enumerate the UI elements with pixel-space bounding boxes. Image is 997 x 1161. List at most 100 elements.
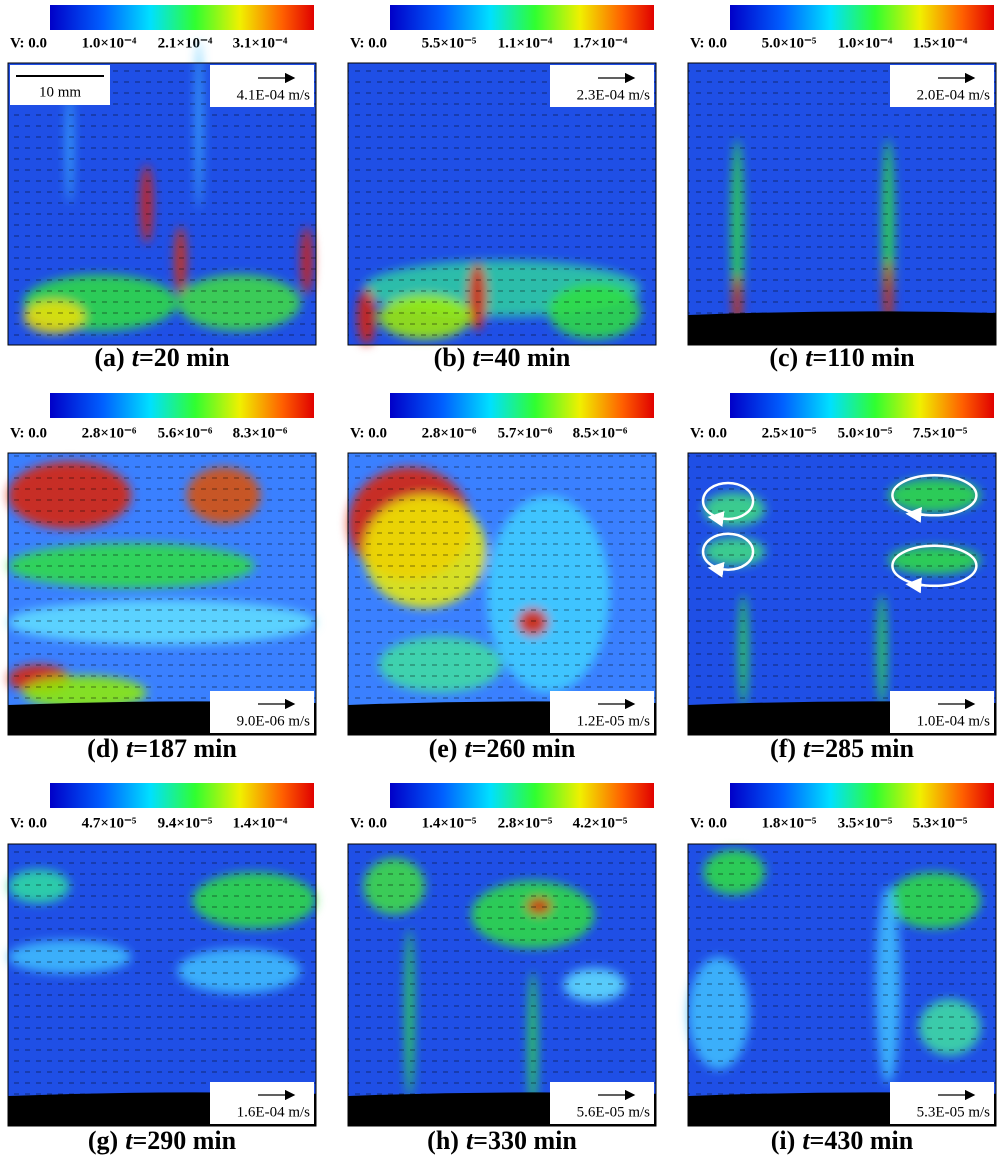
caption-time: =110 min [812,343,915,372]
scale-bar-label: 10 mm [39,84,81,100]
caption-label: (e) [429,734,458,763]
colorbar-tick-label: 1.8×10⁻⁵ [762,815,817,831]
vector-field [348,844,656,1126]
caption-label: (a) [94,343,124,372]
scale-label: 1.0E-04 m/s [917,713,990,729]
caption-variable: t [126,734,134,763]
panel-border [7,62,317,346]
colorbar-tick-label: 4.7×10⁻⁵ [82,815,137,831]
scale-box [210,691,314,733]
scale-label: 9.0E-06 m/s [237,713,310,729]
caption-variable: t [472,343,480,372]
caption: (c) t=110 min [769,343,915,372]
colorbar-tick-label: 1.7×10⁻⁴ [573,35,628,51]
vector-field [348,63,656,345]
scale-box [550,65,654,107]
colorbar-tick-label: V: 0.0 [690,425,727,441]
sediment [688,311,996,345]
vector-field [688,453,996,735]
caption-label: (g) [88,1126,118,1155]
panel: V: 0.0 2.8×10⁻⁶ 5.6×10⁻⁶ 8.3×10⁻⁶ 9.0E-06 m/… [7,393,317,763]
colorbar-tick-label: V: 0.0 [690,815,727,831]
colorbar-tick-label: 1.5×10⁻⁴ [913,35,968,51]
caption-variable: t [802,1126,810,1155]
colorbar-tick-label: 1.0×10⁻⁴ [82,35,137,51]
colorbar [50,783,314,808]
vector-field [8,63,316,345]
panel-border [687,62,997,346]
vector-field [688,844,996,1126]
scale-box [550,691,654,733]
scale-label: 1.2E-05 m/s [577,713,650,729]
colorbar-tick-label: 2.8×10⁻⁶ [422,425,477,441]
caption-time: =330 min [473,1126,577,1155]
caption-label: (c) [769,343,798,372]
vortex-arrow [707,561,725,578]
scale-label: 2.0E-04 m/s [917,87,990,103]
colorbar-tick-label: 5.7×10⁻⁶ [498,425,553,441]
colorbar-tick-label: 5.3×10⁻⁵ [913,815,968,831]
caption-label: (f) [770,734,796,763]
panel-border [7,843,317,1127]
scale-box [210,65,314,107]
colorbar-tick-label: 8.5×10⁻⁶ [573,425,628,441]
colorbar-tick-label: V: 0.0 [10,425,47,441]
colorbar-tick-label: V: 0.0 [10,815,47,831]
panel: V: 0.0 1.4×10⁻⁵ 2.8×10⁻⁵ 4.2×10⁻⁵ 5.6E-05 m/… [347,783,657,1155]
scale-box [210,1082,314,1124]
panel: V: 0.0 1.0×10⁻⁴ 2.1×10⁻⁴ 3.1×10⁻⁴ 4.1E-04 m/… [7,5,317,372]
colorbar-tick-label: 9.4×10⁻⁵ [158,815,213,831]
vortex-marker [701,532,755,571]
colorbar-tick-label: 4.2×10⁻⁵ [573,815,628,831]
caption-label: (i) [771,1126,796,1155]
vector-field [8,844,316,1126]
colorbar-tick-label: 3.5×10⁻⁵ [838,815,893,831]
vector-field [8,453,316,735]
colorbar-tick-label: 1.4×10⁻⁴ [233,815,288,831]
scale-label: 1.6E-04 m/s [237,1104,310,1120]
colorbar [390,5,654,30]
scale-label: 4.1E-04 m/s [237,87,310,103]
caption-time: =260 min [472,734,576,763]
scale-box [890,1082,994,1124]
colorbar-tick-label: 7.5×10⁻⁵ [913,425,968,441]
caption: (a) t=20 min [94,343,230,372]
panel: V: 0.0 2.5×10⁻⁵ 5.0×10⁻⁵ 7.5×10⁻⁵ 1.0E-04 m/… [687,393,997,763]
colorbar-tick-label: 2.8×10⁻⁶ [82,425,137,441]
scale-label: 2.3E-04 m/s [577,87,650,103]
colorbar-tick-label: 8.3×10⁻⁶ [233,425,288,441]
scale-box [550,1082,654,1124]
vector-field [348,453,656,735]
caption: (b) t=40 min [434,343,571,372]
vortex-marker [891,544,978,588]
colorbar-tick-label: V: 0.0 [350,35,387,51]
colorbar-tick-label: 5.0×10⁻⁵ [838,425,893,441]
vector-field [688,63,996,345]
panel-border [347,452,657,736]
colorbar-tick-label: 2.1×10⁻⁴ [158,35,213,51]
panel-border [347,843,657,1127]
colorbar-tick-label: V: 0.0 [350,815,387,831]
caption-variable: t [803,734,811,763]
caption-label: (b) [434,343,466,372]
scale-box [890,691,994,733]
caption-time: =285 min [810,734,914,763]
colorbar [730,393,994,418]
scale-bar-box [10,65,110,105]
caption-label: (h) [427,1126,459,1155]
colorbar [730,783,994,808]
caption: (i) t=430 min [771,1126,914,1155]
vortex-marker [701,481,755,521]
vortex-marker [891,474,978,517]
panel: V: 0.0 5.0×10⁻⁵ 1.0×10⁻⁴ 1.5×10⁻⁴ 2.0E-04 m/… [687,5,997,372]
panel: V: 0.0 2.8×10⁻⁶ 5.7×10⁻⁶ 8.5×10⁻⁶ 1.2E-05 m/… [347,393,657,763]
colorbar-tick-label: 5.0×10⁻⁵ [762,35,817,51]
caption-time: =40 min [480,343,571,372]
panel: V: 0.0 4.7×10⁻⁵ 9.4×10⁻⁵ 1.4×10⁻⁴ 1.6E-04 m/… [7,783,317,1155]
caption: (h) t=330 min [427,1126,577,1155]
colorbar-tick-label: 1.4×10⁻⁵ [422,815,477,831]
colorbar [50,393,314,418]
colorbar [390,783,654,808]
panel: V: 0.0 1.8×10⁻⁵ 3.5×10⁻⁵ 5.3×10⁻⁵ 5.3E-05 m/… [687,783,997,1155]
panel: V: 0.0 5.5×10⁻⁵ 1.1×10⁻⁴ 1.7×10⁻⁴ 2.3E-04 m/… [347,5,657,372]
